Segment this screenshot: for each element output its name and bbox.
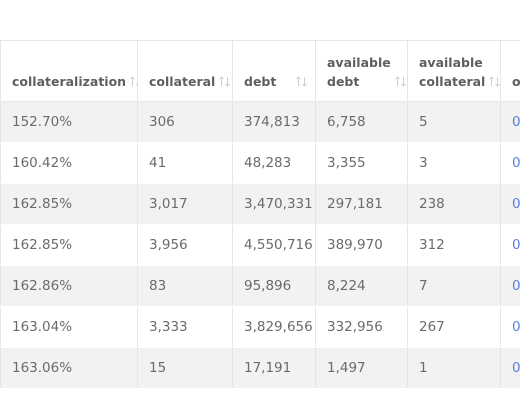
column-header-available-collateral[interactable]: available collateral: [407, 40, 501, 102]
cell-available-collateral: 7: [407, 265, 501, 307]
sort-arrows-icon[interactable]: [394, 75, 406, 87]
cell-available-debt: 3,355: [315, 142, 408, 184]
cell-available-debt: 1,497: [315, 347, 408, 389]
column-label: collateral: [149, 74, 216, 89]
cell-owner-address-link[interactable]: 0x: [500, 306, 520, 348]
table-container: collateralization collateral debt: [0, 40, 520, 389]
sort-arrows-icon[interactable]: [489, 75, 501, 87]
header-row: collateralization collateral debt: [0, 40, 520, 102]
column-label: available collateral: [419, 55, 486, 89]
column-header-available-debt[interactable]: available debt: [315, 40, 408, 102]
cell-collateral: 3,333: [137, 306, 233, 348]
cell-collateral: 83: [137, 265, 233, 307]
cell-debt: 17,191: [232, 347, 316, 389]
table-header: collateralization collateral debt: [0, 40, 520, 102]
column-header-debt[interactable]: debt: [232, 40, 316, 102]
cell-available-collateral: 1: [407, 347, 501, 389]
cell-collateralization: 163.04%: [0, 306, 138, 348]
cell-owner-address-link[interactable]: 0x: [500, 101, 520, 143]
cell-available-debt: 8,224: [315, 265, 408, 307]
cell-collateralization: 152.70%: [0, 101, 138, 143]
cell-available-collateral: 267: [407, 306, 501, 348]
cell-collateralization: 160.42%: [0, 142, 138, 184]
sort-arrows-icon[interactable]: [296, 75, 307, 87]
cell-available-debt: 389,970: [315, 224, 408, 266]
column-label: available debt: [327, 55, 391, 89]
cell-debt: 48,283: [232, 142, 316, 184]
cell-collateral: 3,956: [137, 224, 233, 266]
cell-debt: 4,550,716: [232, 224, 316, 266]
cell-debt: 95,896: [232, 265, 316, 307]
cell-debt: 3,470,331: [232, 183, 316, 225]
column-label: debt: [244, 74, 277, 89]
cell-available-collateral: 312: [407, 224, 501, 266]
cell-owner-address-link[interactable]: 0x: [500, 224, 520, 266]
cell-collateral: 41: [137, 142, 233, 184]
cell-collateral: 306: [137, 101, 233, 143]
cell-available-collateral: 5: [407, 101, 501, 143]
column-label: collateralization: [12, 74, 127, 89]
cell-owner-address-link[interactable]: 0x: [500, 265, 520, 307]
cell-collateralization: 163.06%: [0, 347, 138, 389]
table-body: 152.70%306374,8136,75850x160.42%4148,283…: [0, 101, 520, 389]
cell-debt: 374,813: [232, 101, 316, 143]
cell-collateralization: 162.85%: [0, 183, 138, 225]
vaults-table: collateralization collateral debt: [0, 40, 520, 389]
cell-collateral: 15: [137, 347, 233, 389]
cell-collateral: 3,017: [137, 183, 233, 225]
cell-debt: 3,829,656: [232, 306, 316, 348]
cell-available-collateral: 3: [407, 142, 501, 184]
cell-available-collateral: 238: [407, 183, 501, 225]
cell-available-debt: 6,758: [315, 101, 408, 143]
cell-owner-address-link[interactable]: 0x: [500, 183, 520, 225]
cell-collateralization: 162.86%: [0, 265, 138, 307]
cell-owner-address-link[interactable]: 0x: [500, 142, 520, 184]
column-header-collateral[interactable]: collateral: [137, 40, 233, 102]
sort-arrows-icon[interactable]: [219, 75, 231, 87]
cell-available-debt: 332,956: [315, 306, 408, 348]
column-label: ow: [512, 74, 520, 89]
column-header-collateralization[interactable]: collateralization: [0, 40, 141, 102]
cell-collateralization: 162.85%: [0, 224, 138, 266]
column-header-owner[interactable]: ow: [500, 40, 520, 102]
cell-owner-address-link[interactable]: 0x: [500, 347, 520, 389]
cell-available-debt: 297,181: [315, 183, 408, 225]
